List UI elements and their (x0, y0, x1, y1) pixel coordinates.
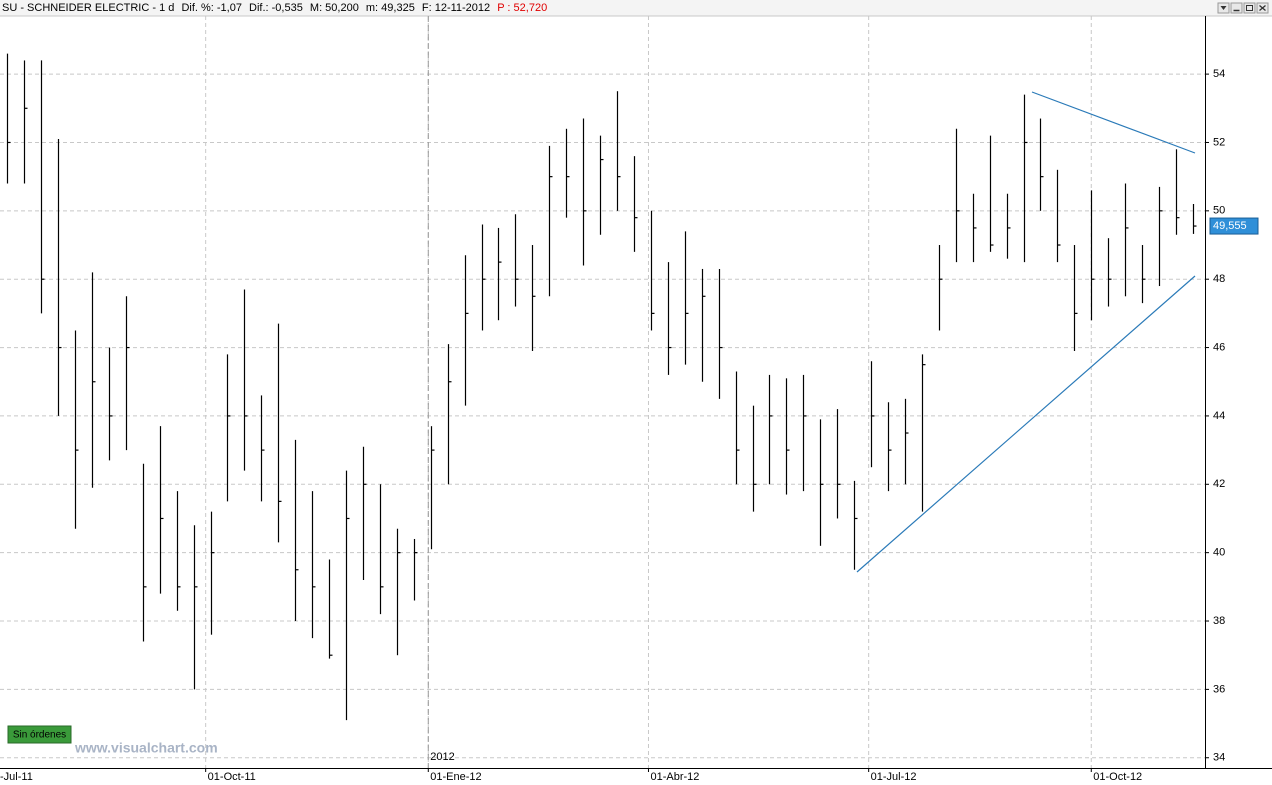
header-info: SU - SCHNEIDER ELECTRIC - 1 d Dif. %: -1… (2, 2, 547, 14)
x-tick-label: 01-Jul-12 (871, 771, 917, 783)
minimize-button[interactable] (1230, 2, 1243, 14)
maximize-icon (1246, 5, 1253, 11)
y-tick-label: 38 (1213, 615, 1225, 627)
support-trendline (856, 275, 1196, 573)
y-tick-label: 54 (1213, 68, 1225, 80)
window-buttons (1217, 2, 1269, 14)
header-min: m: 49,325 (366, 2, 415, 14)
x-tick-label: 01-Oct-11 (208, 771, 256, 783)
menu-icon (1220, 6, 1227, 10)
header-change-pct: Dif. %: -1,07 (181, 2, 242, 14)
close-icon (1259, 5, 1266, 11)
header-max: M: 50,200 (310, 2, 359, 14)
y-tick-label: 50 (1213, 205, 1225, 217)
y-tick-label: 52 (1213, 136, 1225, 148)
header-symbol: SU - SCHNEIDER ELECTRIC - 1 d (2, 2, 174, 14)
last-price-label: 49,555 (1213, 220, 1247, 232)
y-tick-label: 34 (1213, 752, 1225, 764)
x-tick-label: 01-Abr-12 (650, 771, 699, 783)
y-tick-label: 48 (1213, 273, 1225, 285)
y-tick-label: 40 (1213, 547, 1225, 559)
x-tick-label: 01-Oct-12 (1093, 771, 1142, 783)
maximize-button[interactable] (1243, 2, 1256, 14)
y-tick-label: 36 (1213, 683, 1225, 695)
y-tick-label: 44 (1213, 410, 1225, 422)
header-date: F: 12-11-2012 (422, 2, 490, 14)
last-price-badge (1209, 217, 1259, 235)
y-tick-label: 42 (1213, 478, 1225, 490)
watermark: www.visualchart.com (74, 740, 218, 756)
header-price: P : 52,720 (497, 2, 547, 14)
year-label: 2012 (430, 751, 454, 763)
y-tick-label: 46 (1213, 341, 1225, 353)
resistance-trendline (1031, 91, 1196, 154)
x-tick-label: 01-Ene-12 (430, 771, 481, 783)
orders-text: Sin órdenes (13, 730, 66, 741)
axis-labels: 34 36 38 40 42 44 46 48 50 52 54 -Jul-11 01-Oct-11 01… (0, 68, 1259, 783)
orders-badge[interactable] (7, 725, 72, 744)
x-tick-label: -Jul-11 (0, 771, 33, 783)
price-bars (6, 53, 1197, 721)
header-bar (0, 0, 1272, 16)
grid (0, 16, 1205, 768)
header-change: Dif.: -0,535 (249, 2, 303, 14)
